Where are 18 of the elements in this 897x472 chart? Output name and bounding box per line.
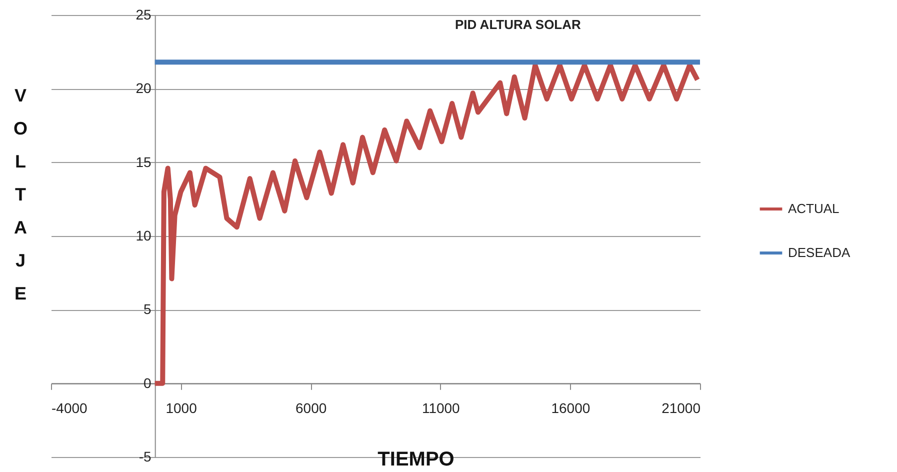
legend-label: DESEADA <box>788 245 850 260</box>
y-tick-label: 5 <box>144 301 152 318</box>
x-tick-label: 11000 <box>422 400 460 416</box>
chart-title: PID ALTURA SOLAR <box>455 17 582 32</box>
y-tick-label: 15 <box>136 154 152 170</box>
y-tick-label: -5 <box>138 448 152 464</box>
x-tick-label: 6000 <box>296 400 327 416</box>
x-tick-label: 1000 <box>166 400 198 416</box>
y-axis-title: VOLTAJE <box>13 86 28 304</box>
y-tick-label: 10 <box>136 228 152 244</box>
x-axis-title: TIEMPO <box>378 448 454 470</box>
y-tick-label: 0 <box>144 374 152 391</box>
x-tick-label: 16000 <box>551 400 590 416</box>
x-tick-label: 21000 <box>662 400 701 416</box>
x-tick-label: -4000 <box>52 400 88 416</box>
legend-label: ACTUAL <box>788 201 840 216</box>
y-tick-label: 25 <box>136 6 152 22</box>
y-tick-label: 20 <box>136 80 152 96</box>
